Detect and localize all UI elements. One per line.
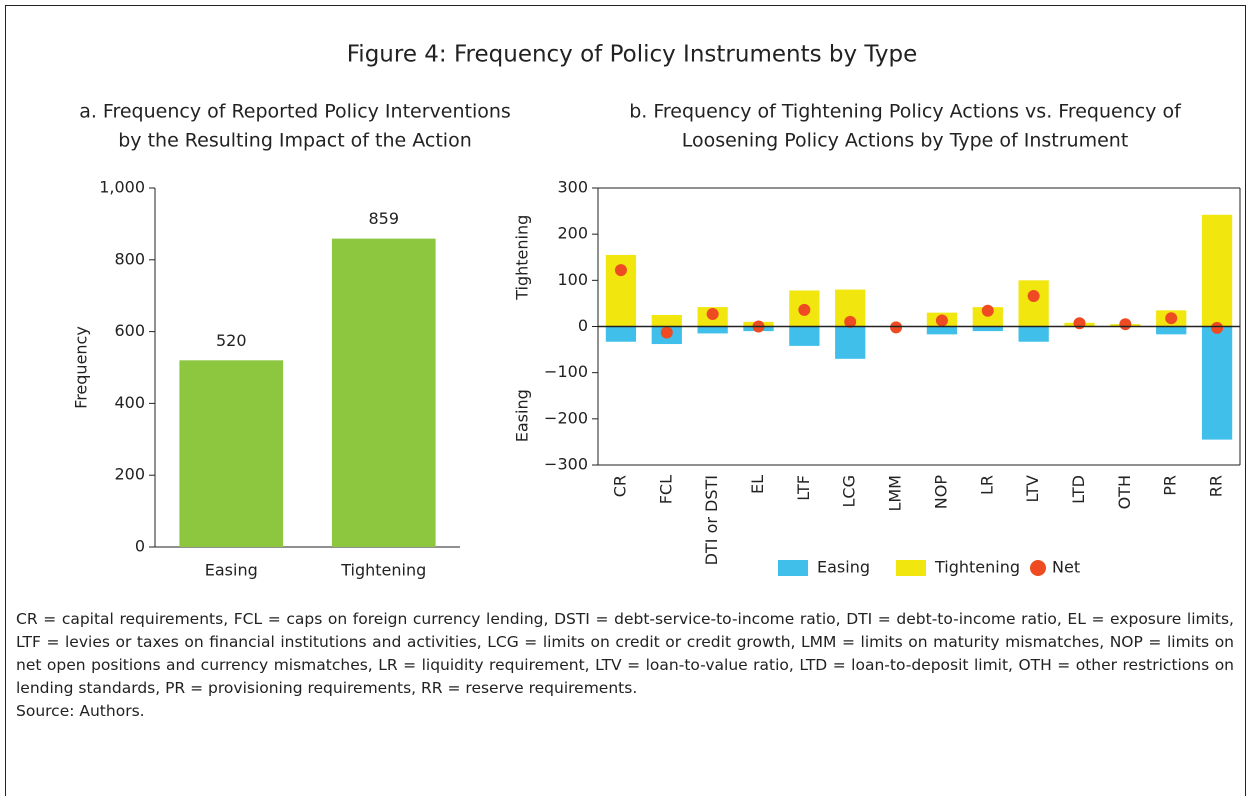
x-tick-label: PR [1161,475,1180,496]
y-tick-label: −200 [544,408,588,427]
net-point [1119,318,1132,331]
y-tick-label: 200 [114,465,145,484]
y-axis-label: Easing [513,389,532,442]
legend-marker [778,560,808,576]
net-point [981,304,994,317]
net-point [660,326,673,339]
x-tick-label: LTV [1023,475,1042,502]
bar [789,326,820,346]
chart-subtitle: a. Frequency of Reported Policy Interven… [79,101,511,123]
net-point [1027,290,1040,303]
net-point [798,303,811,316]
bar [697,326,728,334]
y-tick-label: 600 [114,321,145,340]
frame [5,5,1246,796]
y-tick-label: −100 [544,362,588,381]
legend-label: Easing [817,558,870,577]
legend-marker [1030,560,1046,576]
bar [1201,214,1233,327]
y-tick-label: 400 [114,393,145,412]
x-tick-label: Easing [205,561,258,580]
y-tick-label: 100 [557,270,588,289]
y-tick-label: 200 [557,224,588,243]
y-tick-label: 1,000 [99,178,145,197]
net-point [890,321,903,334]
x-tick-label: OTH [1115,475,1134,509]
chart-subtitle: b. Frequency of Tightening Policy Action… [629,101,1182,123]
y-tick-label: 0 [135,537,145,556]
value-label: 520 [216,331,247,350]
legend-marker [896,560,926,576]
net-point [706,308,719,321]
bar [972,326,1003,332]
y-tick-label: 0 [578,316,588,335]
legend-label: Tightening [934,558,1020,577]
x-tick-label: FCL [656,475,675,504]
y-tick-label: 300 [557,178,588,197]
x-tick-label: LCG [840,475,859,507]
y-tick-label: −300 [544,455,588,474]
bar [1018,326,1049,342]
figure-title: Figure 4: Frequency of Policy Instrument… [347,42,918,68]
notes: CR = capital requirements, FCL = caps on… [16,608,1234,723]
net-point [614,264,627,277]
x-tick-label: CR [610,475,629,497]
x-tick-label: DTI or DSTI [702,475,721,565]
value-label: 859 [368,209,399,228]
bar [331,238,436,547]
bar [179,360,284,547]
bar [972,307,1003,327]
net-point [844,315,857,328]
net-point [1211,321,1224,334]
bar [835,326,866,359]
x-tick-label: LTD [1069,475,1088,504]
note: CR = capital requirements, FCL = caps on… [16,610,1234,697]
note: Source: Authors. [16,702,145,720]
bar [926,326,958,335]
net-point [1073,317,1086,330]
net-point [1165,312,1178,325]
x-tick-label: RR [1207,475,1226,497]
x-tick-label: NOP [931,475,950,510]
x-tick-label: EL [748,475,767,494]
legend-label: Net [1052,558,1080,577]
net-point [935,314,948,327]
x-tick-label: LTF [794,475,813,501]
y-axis-label: Tightening [513,215,532,301]
x-tick-label: Tightening [340,561,426,580]
x-tick-label: LMM [886,475,905,512]
bar [605,326,637,342]
bar [1201,326,1233,440]
bar [651,314,682,327]
bar [1018,280,1049,327]
bar [1156,326,1187,335]
y-axis-label: Frequency [72,326,91,409]
x-tick-label: LR [977,475,996,495]
chart-subtitle: by the Resulting Impact of the Action [118,130,472,152]
y-tick-label: 800 [114,249,145,268]
figure: Figure 4: Frequency of Policy Instrument… [72,42,1241,580]
chart-subtitle: Loosening Policy Actions by Type of Inst… [682,130,1129,152]
